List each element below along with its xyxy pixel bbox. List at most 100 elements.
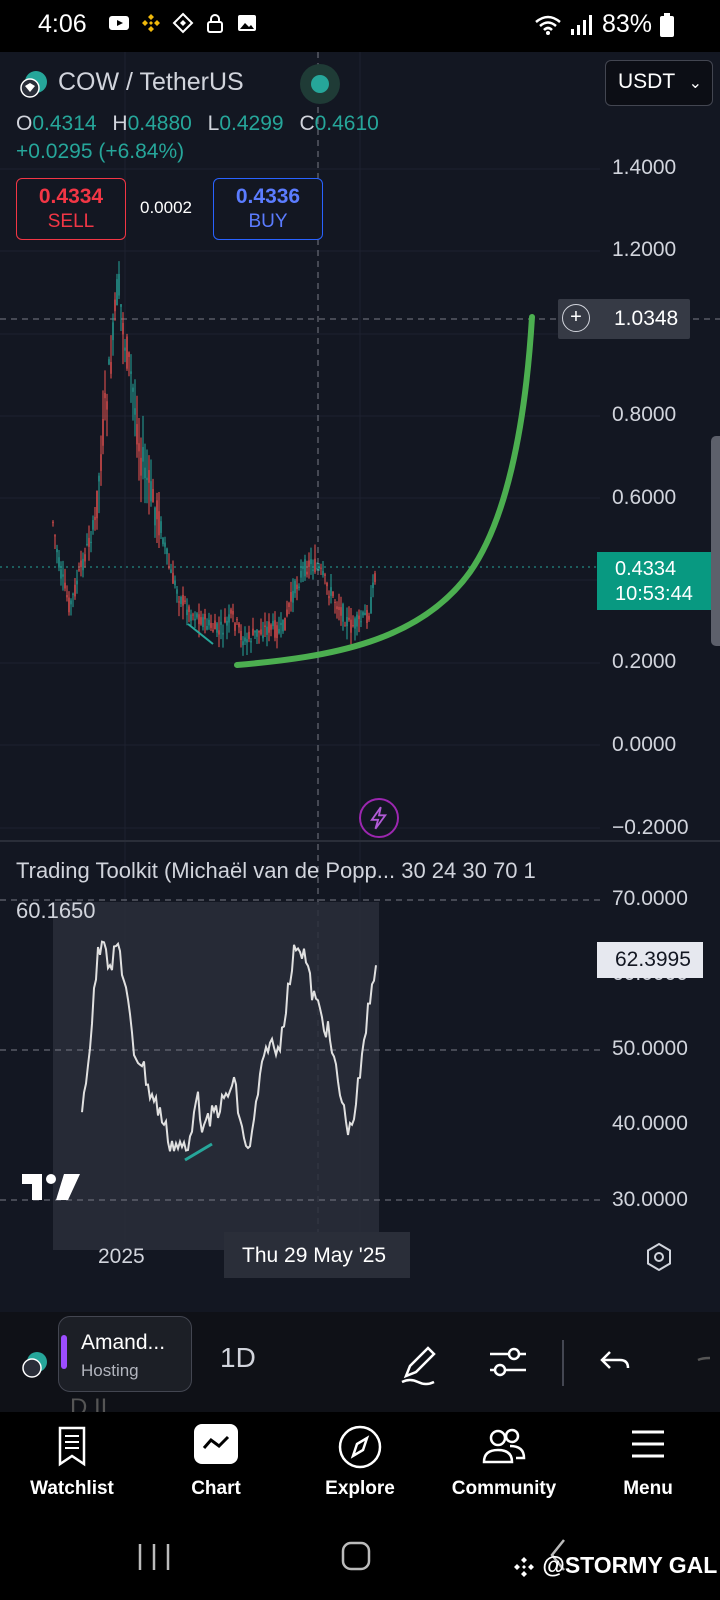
candle-body [348,617,350,620]
candle-body [148,470,150,483]
lightning-bolt-icon[interactable] [359,798,399,838]
candle-body [102,419,104,446]
candle-body [252,628,254,636]
sell-button[interactable]: 0.4334 SELL [16,178,126,240]
candle-body [142,447,144,462]
price-axis-label: 0.8000 [612,403,677,426]
candle-body [222,632,224,635]
candle-body [180,596,182,604]
candle-body [304,559,306,577]
candle-body [144,467,146,479]
candle-body [246,639,248,643]
add-alert-plus-icon[interactable]: + [562,304,590,332]
candle-body [364,612,366,616]
chart-canvas[interactable] [0,52,720,1312]
open-label: O [16,112,33,135]
binance-watermark-icon [514,1556,534,1577]
candle-body [190,614,192,621]
price-axis-label: 1.2000 [612,238,677,261]
price-axis-label: 0.2000 [612,650,677,673]
home-icon[interactable] [340,1540,372,1572]
indicator-axis-label: 50.0000 [612,1037,688,1060]
parabolic-curve-drawing[interactable] [234,314,535,668]
candle-body [300,570,302,578]
candle-body [372,582,374,589]
candle-body [150,481,152,502]
image-icon [238,15,256,31]
sell-label: SELL [47,211,95,232]
candle-body [88,537,90,547]
candle-body [158,511,160,536]
candle-body [254,630,256,633]
undo-icon[interactable] [598,1340,632,1380]
price-axis-label: 0.6000 [612,486,677,509]
recent-apps-icon[interactable] [136,1542,172,1572]
candle-body [270,624,272,630]
candle-body [272,620,274,627]
candle-body [322,570,324,576]
candle-body [204,613,206,620]
candle-body [356,614,358,627]
candle-body [350,619,352,633]
diamond-app-icon [172,12,194,34]
system-navigation-bar: @STORMY GAL [0,1516,720,1600]
candle-body [62,574,64,577]
nav-chart[interactable]: Chart [144,1412,288,1516]
crosshair-price-label[interactable]: + 1.0348 [558,299,690,339]
candle-body [114,299,116,312]
candle-body [244,637,246,642]
account-toast[interactable]: Amand... Hosting [58,1316,192,1392]
candle-body [108,359,110,365]
candle-body [250,640,252,643]
tradingview-logo [22,1174,80,1200]
candle-body [286,609,288,616]
candle-body [224,617,226,623]
candle-body [110,362,112,374]
nav-explore[interactable]: Explore [288,1412,432,1516]
battery-icon [660,12,674,37]
bottom-navigation: Watchlist Chart Explore Community Menu [0,1412,720,1516]
candle-body [316,567,318,569]
nav-menu[interactable]: Menu [576,1412,720,1516]
candle-body [242,641,244,646]
indicator-name[interactable]: Trading Toolkit (Michaël van de Popp... … [16,858,536,883]
symbol-logo-icon[interactable] [20,1350,50,1380]
interval-button[interactable]: 1D [220,1342,256,1373]
indicators-sliders-icon[interactable] [486,1340,530,1384]
candle-body [262,635,264,639]
candle-body [196,613,198,618]
candle-body [98,475,100,482]
nav-watchlist[interactable]: Watchlist [0,1412,144,1516]
chart-settings-icon[interactable] [644,1242,674,1272]
indicator-divergence-line [184,1142,213,1162]
ohlc-legend: O0.4314 H0.4880 L0.4299 C0.4610 [16,112,389,136]
candle-body [310,559,312,565]
pencil-draw-icon[interactable] [398,1340,440,1386]
nav-community[interactable]: Community [432,1412,576,1516]
chevron-down-icon: ⌄ [688,75,702,92]
candle-body [344,625,346,627]
back-icon[interactable] [548,1538,568,1572]
symbol-title[interactable]: COW / TetherUS [58,68,244,96]
candle-body [330,587,332,596]
candle-body [282,619,284,632]
status-notification-icons [108,12,258,34]
high-label: H [112,112,128,135]
last-price-value: 0.4334 [615,558,677,580]
signal-icon [570,14,592,35]
candle-body [214,620,216,630]
candle-body [188,606,190,613]
redo-icon[interactable] [690,1340,720,1380]
wifi-icon [535,15,561,35]
candle-body [56,548,58,553]
price-scale-handle[interactable] [711,436,720,646]
chart-area[interactable]: COW / TetherUS USDT ⌄ O0.4314 H0.4880 L0… [0,52,720,1312]
currency-dropdown[interactable]: USDT ⌄ [605,60,713,106]
indicator-value: 60.1650 [16,898,96,923]
buy-button[interactable]: 0.4336 BUY [213,178,323,240]
candle-body [248,631,250,639]
candlestick-series [52,261,376,656]
candle-body [278,628,280,634]
candle-body [366,610,368,624]
candle-body [238,623,240,628]
